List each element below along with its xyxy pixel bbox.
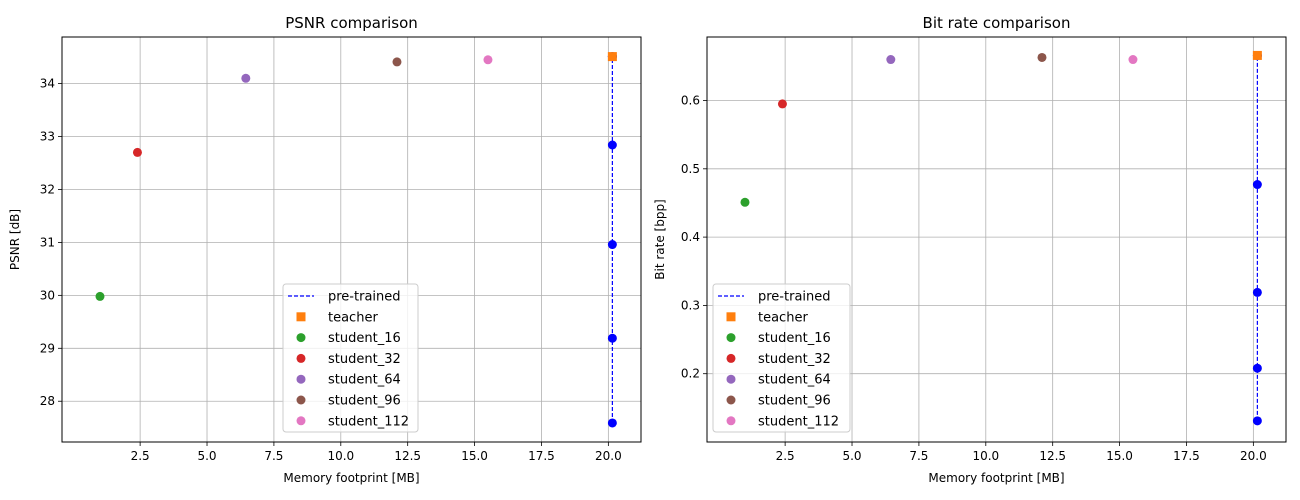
legend-label-student_64: student_64 xyxy=(328,373,401,388)
legend-label-student_16: student_16 xyxy=(758,331,831,346)
legend-swatch-teacher xyxy=(296,312,306,322)
data-point-pre-trained xyxy=(1252,180,1262,190)
y-tick-label: 30 xyxy=(40,288,55,302)
legend-swatch-student_32 xyxy=(296,353,306,363)
legend-swatch-student_16 xyxy=(726,333,736,343)
legend-label-student_96: student_96 xyxy=(328,394,401,409)
legend: pre-trained teacher student_16 student_32st… xyxy=(282,283,419,433)
data-point-pre-trained xyxy=(607,333,617,343)
legend-swatch-student_112 xyxy=(726,416,736,426)
y-axis-label: Bit rate [bpp] xyxy=(653,199,667,280)
x-tick-label: 12.5 xyxy=(1039,449,1066,463)
x-tick-label: 5.0 xyxy=(842,449,861,463)
y-tick-label: 0.6 xyxy=(681,94,700,108)
legend-box xyxy=(712,283,851,433)
data-point-student_32 xyxy=(777,99,787,109)
x-tick-label: 10.0 xyxy=(327,449,354,463)
data-point-student_112 xyxy=(1128,55,1138,65)
legend-label-student_112: student_112 xyxy=(758,414,839,429)
y-tick-label: 0.4 xyxy=(681,230,700,244)
legend-swatch-student_64 xyxy=(296,374,306,384)
y-tick-label: 0.3 xyxy=(681,298,700,312)
data-point-student_32 xyxy=(132,147,142,157)
data-point-student_64 xyxy=(241,73,251,83)
data-point-student_64 xyxy=(886,55,896,65)
x-tick-label: 7.5 xyxy=(909,449,928,463)
legend-label-student_112: student_112 xyxy=(328,414,409,429)
x-tick-label: 2.5 xyxy=(776,449,795,463)
legend-label-teacher: teacher xyxy=(758,310,808,325)
data-point-pre-trained xyxy=(607,240,617,250)
x-tick-label: 2.5 xyxy=(131,449,150,463)
axes-frame xyxy=(61,36,642,443)
y-tick-label: 0.5 xyxy=(681,162,700,176)
legend-label-student_32: student_32 xyxy=(758,352,831,367)
axes-frame xyxy=(706,36,1287,443)
legend: pre-trained teacher student_16 student_32st… xyxy=(712,283,851,433)
data-point-pre-trained xyxy=(1252,287,1262,297)
x-axis-label: Memory footprint [MB] xyxy=(928,471,1064,485)
x-tick-label: 20.0 xyxy=(1240,449,1267,463)
legend-label-student_96: student_96 xyxy=(758,394,831,409)
x-tick-label: 17.5 xyxy=(1173,449,1200,463)
y-tick-label: 34 xyxy=(40,77,55,91)
data-point-teacher xyxy=(1252,50,1262,60)
legend-swatch-student_112 xyxy=(296,416,306,426)
y-tick-label: 33 xyxy=(40,130,55,144)
x-tick-label: 10.0 xyxy=(972,449,999,463)
data-point-student_96 xyxy=(1037,52,1047,62)
chart-panel-1: 2.5 5.0 7.5 10.0 12.5 15.0 17.5 20.0 28 29 30 31 32 3… xyxy=(8,14,642,485)
x-tick-label: 12.5 xyxy=(394,449,421,463)
legend-swatch-student_16 xyxy=(296,333,306,343)
legend-label-pre-trained: pre-trained xyxy=(758,290,831,305)
x-tick-label: 20.0 xyxy=(595,449,622,463)
chart-title: PSNR comparison xyxy=(285,14,418,32)
legend-swatch-student_96 xyxy=(726,395,736,405)
legend-label-pre-trained: pre-trained xyxy=(328,290,401,305)
x-tick-label: 17.5 xyxy=(528,449,555,463)
y-tick-label: 32 xyxy=(40,182,55,196)
data-point-pre-trained xyxy=(1252,363,1262,373)
y-axis-label: PSNR [dB] xyxy=(8,209,22,270)
y-tick-label: 0.2 xyxy=(681,367,700,381)
chart-panel-2: 2.5 5.0 7.5 10.0 12.5 15.0 17.5 20.0 0.2 0.3 0.4 0.… xyxy=(653,14,1287,485)
x-tick-label: 5.0 xyxy=(197,449,216,463)
x-axis-label: Memory footprint [MB] xyxy=(283,471,419,485)
data-point-pre-trained xyxy=(1252,416,1262,426)
legend-label-student_32: student_32 xyxy=(328,352,401,367)
y-tick-label: 31 xyxy=(40,235,55,249)
data-point-student_16 xyxy=(740,197,750,207)
data-point-pre-trained xyxy=(607,140,617,150)
legend-swatch-student_32 xyxy=(726,353,736,363)
x-tick-label: 15.0 xyxy=(1106,449,1133,463)
legend-label-teacher: teacher xyxy=(328,310,378,325)
data-point-student_112 xyxy=(483,55,493,65)
legend-swatch-student_64 xyxy=(726,374,736,384)
data-point-teacher xyxy=(607,52,617,62)
legend-swatch-teacher xyxy=(726,312,736,322)
x-tick-label: 15.0 xyxy=(461,449,488,463)
data-point-pre-trained xyxy=(607,418,617,428)
chart-title: Bit rate comparison xyxy=(923,14,1071,32)
legend-label-student_64: student_64 xyxy=(758,373,831,388)
legend-label-student_16: student_16 xyxy=(328,331,401,346)
data-point-student_16 xyxy=(95,291,105,301)
legend-swatch-student_96 xyxy=(296,395,306,405)
legend-box xyxy=(282,283,419,433)
x-tick-label: 7.5 xyxy=(264,449,283,463)
y-tick-label: 28 xyxy=(40,394,55,408)
data-point-student_96 xyxy=(392,57,402,67)
y-tick-label: 29 xyxy=(40,341,55,355)
